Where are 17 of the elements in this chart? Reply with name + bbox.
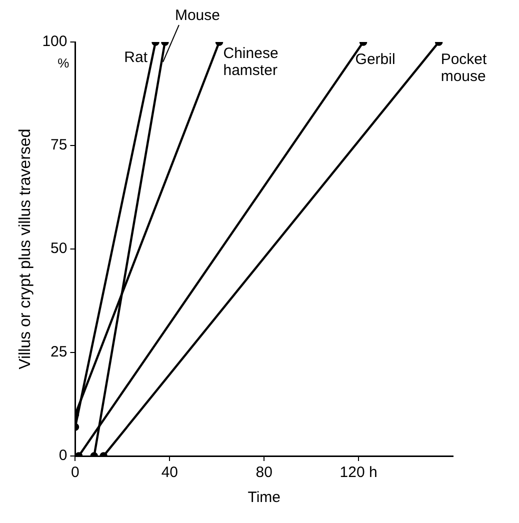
y-tick-label: 50: [50, 240, 68, 258]
y-axis-title: Villus or crypt plus villus traversed: [17, 128, 34, 370]
y-tick-label: 0: [58, 447, 68, 464]
series-label: Gerbil: [355, 51, 396, 68]
series-label: Pocket mouse: [440, 51, 488, 86]
x-tick-label: 120 h: [340, 464, 378, 482]
series-label: Rat: [124, 49, 148, 66]
y-tick-label: 100: [42, 33, 68, 50]
y-tick-label: 75: [50, 136, 68, 154]
series-label: Chinese hamster: [223, 45, 278, 80]
series-label: Mouse: [174, 7, 220, 24]
y-tick-label: 25: [50, 344, 68, 361]
x-axis-title: Time: [248, 489, 281, 506]
x-tick-label: 0: [71, 464, 80, 482]
x-tick-label: 80: [256, 464, 272, 482]
text: %: [58, 56, 70, 71]
x-tick-label: 40: [161, 464, 178, 482]
